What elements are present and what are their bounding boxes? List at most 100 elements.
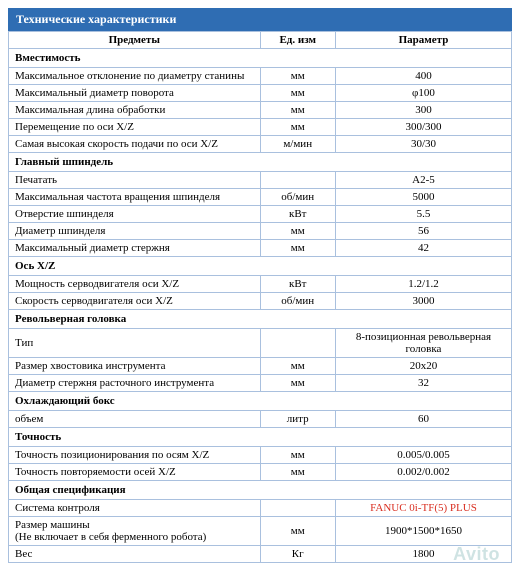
row-param: 0.002/0.002 (335, 464, 511, 481)
row-label: объем (9, 411, 261, 428)
row-param: 32 (335, 375, 511, 392)
row-param: 300 (335, 102, 511, 119)
table-row: Точность позиционирования по осям X/Zмм0… (9, 447, 512, 464)
section-title: Револьверная головка (9, 310, 512, 329)
header-row: Предметы Ед. изм Параметр (9, 32, 512, 49)
table-row: Диаметр шпинделямм56 (9, 223, 512, 240)
row-label: Отверстие шпинделя (9, 206, 261, 223)
row-param: 42 (335, 240, 511, 257)
row-label: Максимальная частота вращения шпинделя (9, 189, 261, 206)
row-label: Размер хвостовика инструмента (9, 358, 261, 375)
row-param: FANUC 0i-TF(5) PLUS (335, 500, 511, 517)
row-label: Максимальный диаметр стержня (9, 240, 261, 257)
row-label: Диаметр шпинделя (9, 223, 261, 240)
table-row: Диаметр стержня расточного инструментамм… (9, 375, 512, 392)
row-label: Скорость серводвигателя оси X/Z (9, 293, 261, 310)
row-param: 1900*1500*1650 (335, 517, 511, 546)
row-unit: кВт (260, 276, 335, 293)
row-param: 30/30 (335, 136, 511, 153)
section-row: Револьверная головка (9, 310, 512, 329)
table-title: Технические характеристики (16, 12, 176, 26)
row-param: 400 (335, 68, 511, 85)
row-param: 8-позиционная револьверная головка (335, 329, 511, 358)
table-row: ВесКг1800 (9, 546, 512, 563)
section-title: Ось X/Z (9, 257, 512, 276)
row-label: Диаметр стержня расточного инструмента (9, 375, 261, 392)
row-unit (260, 500, 335, 517)
row-unit: мм (260, 358, 335, 375)
row-unit: мм (260, 517, 335, 546)
table-row: Мощность серводвигателя оси X/ZкВт1.2/1.… (9, 276, 512, 293)
table-row: Максимальное отклонение по диаметру стан… (9, 68, 512, 85)
row-unit: литр (260, 411, 335, 428)
table-row: Максимальная частота вращения шпинделяоб… (9, 189, 512, 206)
row-param: 3000 (335, 293, 511, 310)
header-items: Предметы (9, 32, 261, 49)
table-row: Максимальный диаметр стержнямм42 (9, 240, 512, 257)
section-title: Общая спецификация (9, 481, 512, 500)
row-unit: об/мин (260, 293, 335, 310)
row-param: 300/300 (335, 119, 511, 136)
table-row: Размер хвостовика инструментамм20x20 (9, 358, 512, 375)
row-param: 5000 (335, 189, 511, 206)
row-label: Вес (9, 546, 261, 563)
table-row: Тип 8-позиционная револьверная головка (9, 329, 512, 358)
row-unit: кВт (260, 206, 335, 223)
section-title: Охлаждающий бокс (9, 392, 512, 411)
table-row: Скорость серводвигателя оси X/Zоб/мин300… (9, 293, 512, 310)
row-unit: мм (260, 85, 335, 102)
row-label: Мощность серводвигателя оси X/Z (9, 276, 261, 293)
table-row: Размер машины(Не включает в себя ферменн… (9, 517, 512, 546)
section-row: Вместимость (9, 49, 512, 68)
table-row: Самая высокая скорость подачи по оси X/Z… (9, 136, 512, 153)
row-param: A2-5 (335, 172, 511, 189)
row-param: 56 (335, 223, 511, 240)
table-row: Точность повторяемости осей X/Zмм0.002/0… (9, 464, 512, 481)
row-label: Система контроля (9, 500, 261, 517)
table-row: Перемещение по оси X/Zмм300/300 (9, 119, 512, 136)
row-label: Максимальное отклонение по диаметру стан… (9, 68, 261, 85)
row-param: 0.005/0.005 (335, 447, 511, 464)
row-param: φ100 (335, 85, 511, 102)
row-label: Самая высокая скорость подачи по оси X/Z (9, 136, 261, 153)
row-unit: мм (260, 68, 335, 85)
row-label: Максимальная длина обработки (9, 102, 261, 119)
row-param: 20x20 (335, 358, 511, 375)
row-label: Печатать (9, 172, 261, 189)
row-param: 60 (335, 411, 511, 428)
row-param: 1800 (335, 546, 511, 563)
row-unit: мм (260, 102, 335, 119)
row-label: Перемещение по оси X/Z (9, 119, 261, 136)
table-row: Максимальный диаметр поворотаммφ100 (9, 85, 512, 102)
row-label: Тип (9, 329, 261, 358)
table-row: Печатать A2-5 (9, 172, 512, 189)
row-label: Точность позиционирования по осям X/Z (9, 447, 261, 464)
section-row: Главный шпиндель (9, 153, 512, 172)
row-unit: мм (260, 464, 335, 481)
row-unit: Кг (260, 546, 335, 563)
row-unit: мм (260, 447, 335, 464)
row-unit: мм (260, 223, 335, 240)
row-unit: об/мин (260, 189, 335, 206)
spec-table: Предметы Ед. изм Параметр ВместимостьМак… (8, 31, 512, 563)
row-unit (260, 329, 335, 358)
section-row: Ось X/Z (9, 257, 512, 276)
row-unit: м/мин (260, 136, 335, 153)
table-row: объемлитр60 (9, 411, 512, 428)
table-row: Система контроля FANUC 0i-TF(5) PLUS (9, 500, 512, 517)
section-title: Главный шпиндель (9, 153, 512, 172)
section-row: Точность (9, 428, 512, 447)
row-unit (260, 172, 335, 189)
table-row: Максимальная длина обработкимм300 (9, 102, 512, 119)
row-label: Максимальный диаметр поворота (9, 85, 261, 102)
row-label: Точность повторяемости осей X/Z (9, 464, 261, 481)
row-label: Размер машины(Не включает в себя ферменн… (9, 517, 261, 546)
title-bar: Технические характеристики (8, 8, 512, 31)
section-row: Общая спецификация (9, 481, 512, 500)
table-row: Отверстие шпинделякВт5.5 (9, 206, 512, 223)
row-param: 5.5 (335, 206, 511, 223)
row-unit: мм (260, 375, 335, 392)
header-param: Параметр (335, 32, 511, 49)
section-title: Точность (9, 428, 512, 447)
row-param: 1.2/1.2 (335, 276, 511, 293)
